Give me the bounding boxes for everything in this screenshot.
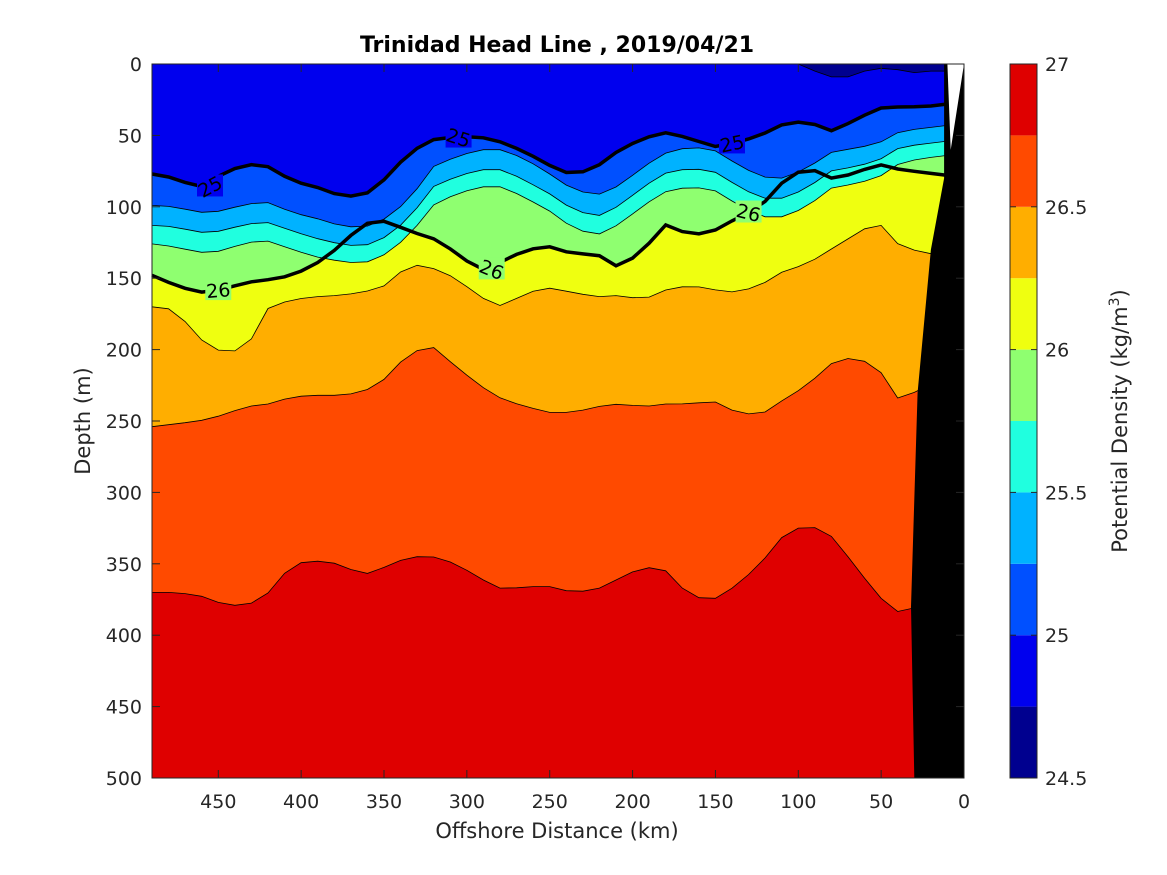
isopycnal-line [151, 102, 948, 198]
x-tick-label: 450 [200, 791, 236, 813]
band-fill [152, 64, 948, 77]
contour-label-bg [445, 125, 472, 148]
colorbar-frame [1009, 63, 1038, 779]
contour-label-bg [719, 131, 745, 154]
colorbar-swatch [1010, 706, 1037, 778]
colorbar-swatch [1010, 492, 1037, 564]
y-tick-label: 450 [106, 697, 142, 719]
x-tick-label: 400 [283, 791, 319, 813]
colorbar-swatch [1010, 349, 1037, 421]
isopycnal-line [151, 224, 948, 352]
y-axis-label: Depth (m) [71, 367, 95, 474]
colorbar: 24.5 25 25.5 26 26.5 27 [1009, 54, 1087, 790]
colorbar-tick-label: 24.5 [1045, 768, 1087, 790]
y-tick-label: 300 [106, 482, 142, 504]
isopycnal-line [152, 527, 948, 612]
x-tick-label: 250 [532, 791, 568, 813]
colorbar-swatch [1010, 635, 1037, 707]
colorbar-label-close: ) [1108, 289, 1132, 297]
chart-title: Trinidad Head Line , 2019/04/21 [360, 33, 754, 58]
isopycnal-line [151, 347, 948, 428]
y-tick-label: 350 [106, 554, 142, 576]
colorbar-tick-label: 26.5 [1045, 197, 1087, 219]
x-axis-label: Offshore Distance (km) [435, 819, 678, 843]
contour-label-bg [478, 257, 505, 280]
x-tick-label: 350 [366, 791, 402, 813]
y-tick-label: 500 [106, 768, 142, 790]
y-tick-label: 400 [106, 625, 142, 647]
y-tick-label: 100 [106, 197, 142, 219]
x-tick-label: 200 [614, 791, 650, 813]
land-mask [911, 64, 964, 778]
isopycnal-line [151, 125, 948, 228]
colorbar-tick-label: 25.5 [1045, 482, 1087, 504]
band-fill [152, 64, 948, 197]
nodata-wedge [947, 64, 964, 150]
isopycnal-line [151, 140, 948, 246]
colorbar-swatch [1010, 278, 1037, 350]
contour-label-bg [735, 200, 762, 223]
plot-area [151, 63, 964, 778]
colorbar-tick-label: 27 [1045, 54, 1069, 76]
axes: 450 400 350 300 250 200 150 100 50 00501001502002… [106, 54, 970, 813]
isopycnal-line [151, 155, 948, 263]
y-tick-label: 150 [106, 268, 142, 290]
colorbar-label-main: Potential Density (kg/m [1108, 306, 1132, 552]
x-tick-label: 0 [958, 791, 970, 813]
contour-label: 25 [718, 131, 746, 158]
x-tick-label: 50 [869, 791, 893, 813]
y-tick-label: 200 [106, 340, 142, 362]
isopycnal-line [151, 163, 948, 294]
colorbar-swatch [1010, 135, 1037, 207]
colorbar-label-sup: 3 [1107, 297, 1123, 306]
x-tick-label: 150 [697, 791, 733, 813]
y-tick-label: 0 [130, 54, 142, 76]
y-tick-label: 50 [118, 125, 142, 147]
colorbar-swatch [1010, 206, 1037, 279]
x-tick-label: 100 [780, 791, 816, 813]
colorbar-swatch [1010, 64, 1037, 136]
contour-label-bg [205, 278, 232, 301]
colorbar-tick-label: 26 [1045, 340, 1069, 362]
contour-label: 26 [205, 279, 231, 303]
colorbar-swatch [1010, 563, 1037, 636]
colorbar-swatch [1010, 421, 1037, 493]
x-tick-label: 300 [449, 791, 485, 813]
colorbar-label: Potential Density (kg/m3) [1107, 289, 1132, 553]
contour-label-bg [197, 174, 223, 197]
y-tick-label: 250 [106, 411, 142, 433]
colorbar-tick-label: 25 [1045, 625, 1069, 647]
